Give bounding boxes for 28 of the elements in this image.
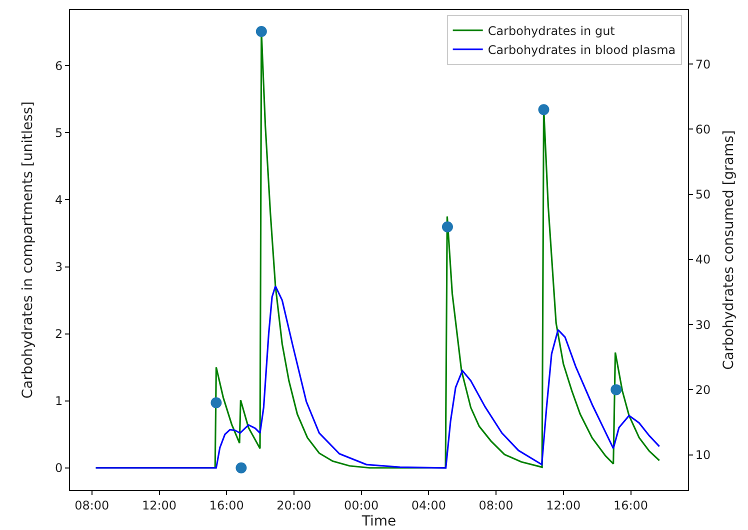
y-tick-label: 0	[54, 461, 63, 476]
x-tick-label: 00:00	[344, 498, 379, 512]
y-axis-title: Carbohydrates in compartments [unitless]	[20, 101, 36, 399]
y2-tick-label: 10	[695, 448, 711, 462]
x-axis-title: Time	[360, 514, 396, 530]
legend-label: Carbohydrates in blood plasma	[488, 42, 676, 57]
x-tick-label: 12:00	[546, 498, 581, 512]
x-tick-label: 08:00	[74, 498, 110, 512]
x-tick-label: 20:00	[276, 498, 312, 512]
y2-tick-label: 70	[695, 57, 711, 72]
y2-tick-label: 20	[695, 382, 711, 397]
y2-tick-label: 60	[695, 122, 711, 136]
x-tick-label: 08:00	[478, 498, 514, 512]
y-tick-label: 4	[54, 192, 63, 207]
x-tick-label: 16:00	[209, 498, 244, 512]
y-tick-label: 6	[54, 58, 63, 73]
y2-tick-label: 30	[695, 318, 711, 332]
x-tick-label: 16:00	[613, 498, 648, 512]
y-tick-label: 1	[54, 394, 63, 408]
y-tick-label: 2	[54, 327, 63, 341]
y-tick-label: 5	[54, 126, 63, 140]
y2-tick-label: 40	[695, 252, 711, 267]
y2-tick-label: 50	[695, 188, 711, 202]
legend-label: Carbohydrates in gut	[488, 24, 616, 38]
x-tick-label: 12:00	[142, 498, 177, 512]
y2-axis-title: Carbohydrates consumed [grams]	[721, 130, 737, 370]
y-tick-label: 3	[54, 260, 63, 274]
x-tick-label: 04:00	[411, 498, 446, 512]
